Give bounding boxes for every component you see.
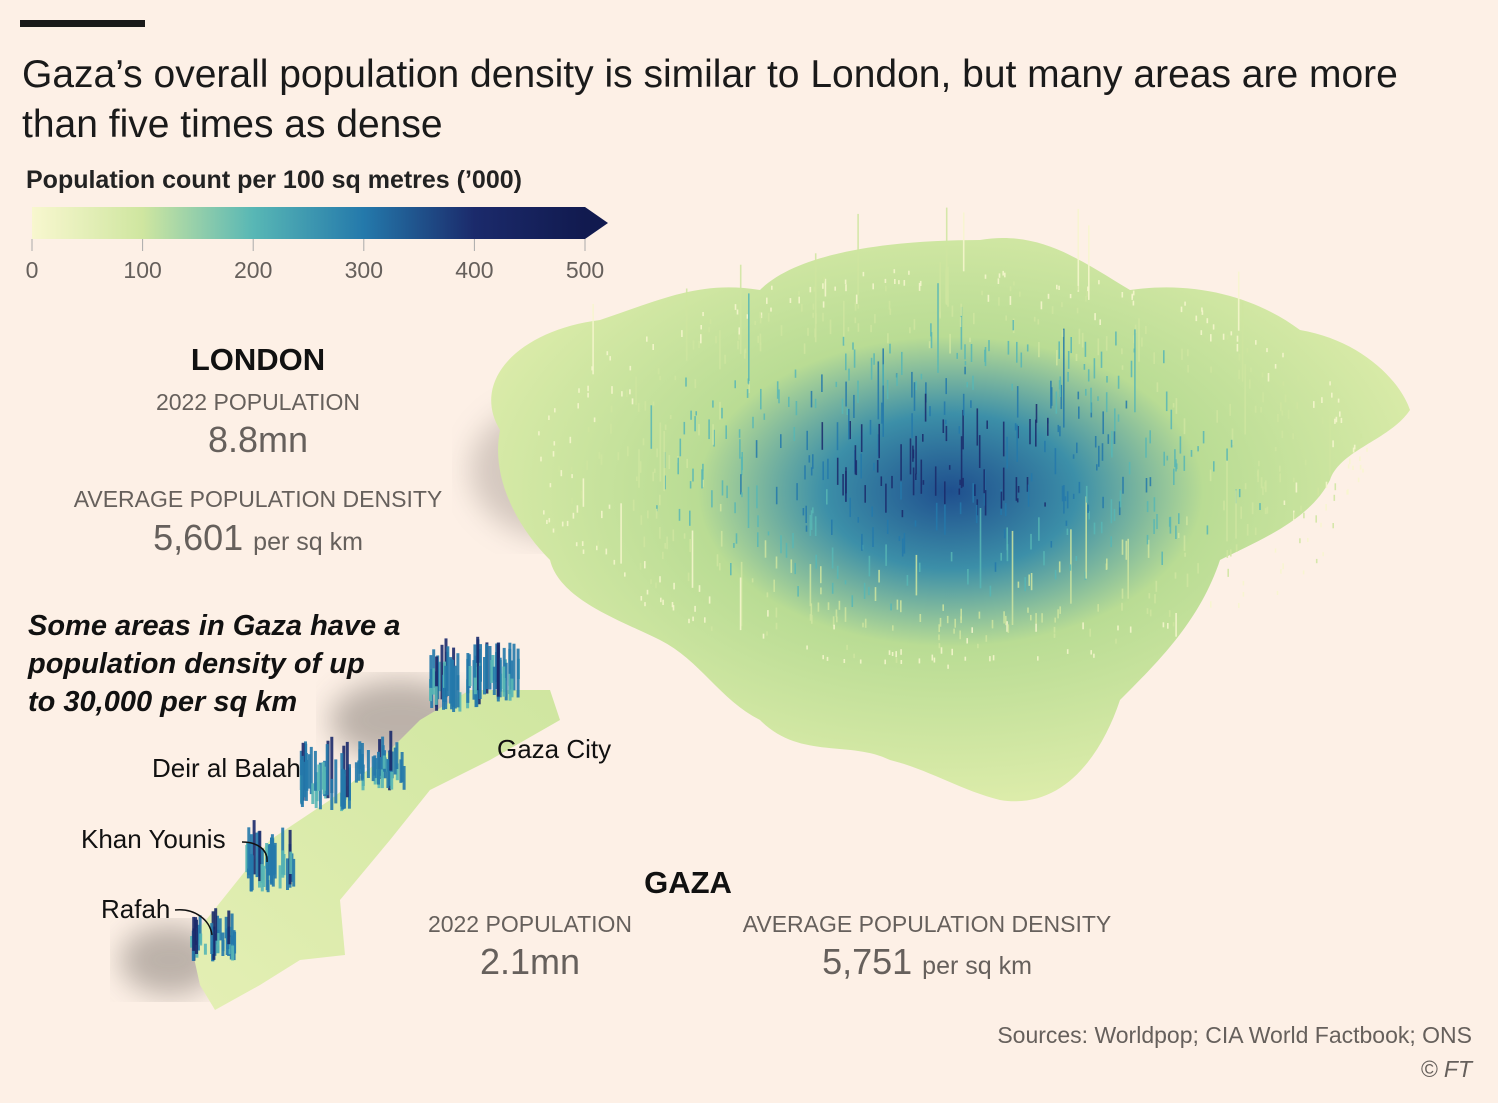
city-name: LONDON	[190, 342, 326, 377]
stat-label: 2022 POPULATION	[427, 911, 633, 937]
stat-label: AVERAGE POPULATION DENSITY	[742, 911, 1112, 937]
legend-tick-label: 400	[455, 257, 493, 283]
density-unit: per sq km	[922, 952, 1032, 980]
london-base	[491, 238, 1410, 802]
legend-tick-label: 200	[234, 257, 272, 283]
annotation-line: Some areas in Gaza have a	[28, 610, 401, 642]
stat-label: AVERAGE POPULATION DENSITY	[73, 486, 443, 512]
place-label: Khan Younis	[81, 824, 226, 854]
stat-value: 8.8mn	[207, 419, 309, 460]
stat-value: 2.1mn	[479, 941, 581, 982]
gaza-base	[190, 690, 560, 1010]
stat-label: 2022 POPULATION	[155, 389, 361, 415]
place-label: Rafah	[101, 894, 171, 924]
place-label: Deir al Balah	[152, 753, 301, 783]
legend-arrow	[585, 207, 608, 239]
legend-tick-label: 500	[566, 257, 604, 283]
annotation-line: population density of up	[28, 648, 365, 680]
density-unit: per sq km	[253, 528, 363, 556]
source: Sources: Worldpop; CIA World Factbook; O…	[997, 1022, 1472, 1048]
spikes	[190, 207, 1368, 962]
annotation: Some areas in Gaza have a population den…	[28, 607, 400, 721]
leader-line	[241, 841, 268, 863]
stat-value: 5,751 per sq km	[727, 941, 1127, 983]
annotation-line: to 30,000 per sq km	[28, 686, 298, 718]
legend-title: Population count per 100 sq metres (’000…	[26, 166, 522, 194]
city-name: GAZA	[644, 865, 732, 900]
stat-value: 5,601 per sq km	[58, 517, 458, 559]
legend-tick-label: 0	[26, 257, 39, 283]
legend-bar	[32, 207, 585, 239]
credit: © FT	[1420, 1056, 1472, 1082]
top-rule	[20, 20, 145, 27]
legend-tick-label: 300	[345, 257, 383, 283]
place-label: Gaza City	[497, 734, 612, 764]
leader-line	[174, 909, 213, 936]
density-value: 5,751	[822, 941, 913, 982]
density-value: 5,601	[153, 517, 244, 558]
legend-tick-label: 100	[123, 257, 161, 283]
title: Gaza’s overall population density is sim…	[22, 53, 1398, 146]
legend: 0 100 200 300 400 500	[26, 207, 608, 283]
